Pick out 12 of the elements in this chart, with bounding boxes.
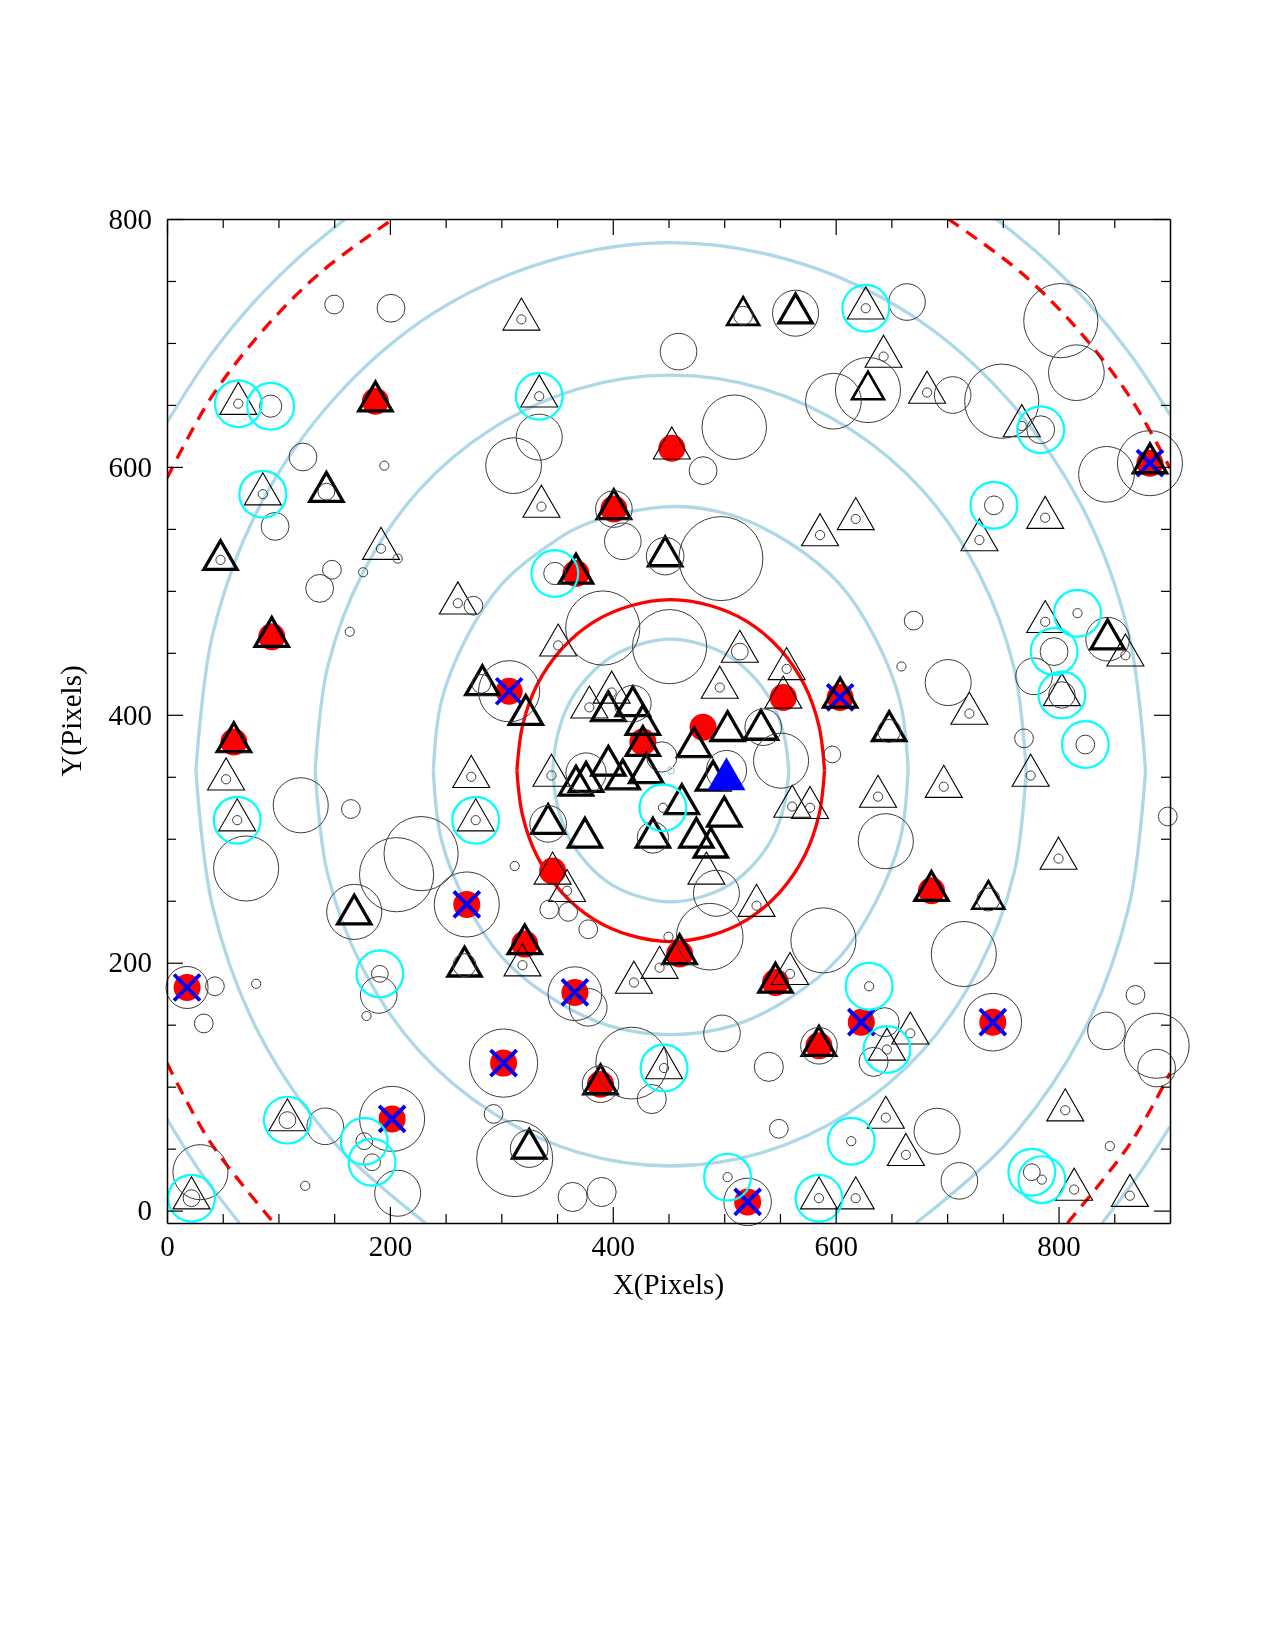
y-tick-label: 400 [108, 698, 152, 731]
y-tick-label: 0 [137, 1194, 152, 1227]
y-tick-label: 200 [108, 946, 152, 979]
x-axis-title: X(Pixels) [612, 1268, 725, 1301]
x-tick-label: 400 [591, 1229, 636, 1262]
x-tick-label: 600 [814, 1229, 858, 1262]
x-tick-label: 200 [368, 1229, 413, 1262]
x-tick-label: 800 [1037, 1229, 1081, 1262]
y-axis-title: Y(Pixels) [55, 665, 88, 777]
y-tick-label: 600 [108, 450, 152, 483]
x-tick-label: 0 [160, 1229, 175, 1262]
y-tick-label: 800 [108, 202, 152, 235]
